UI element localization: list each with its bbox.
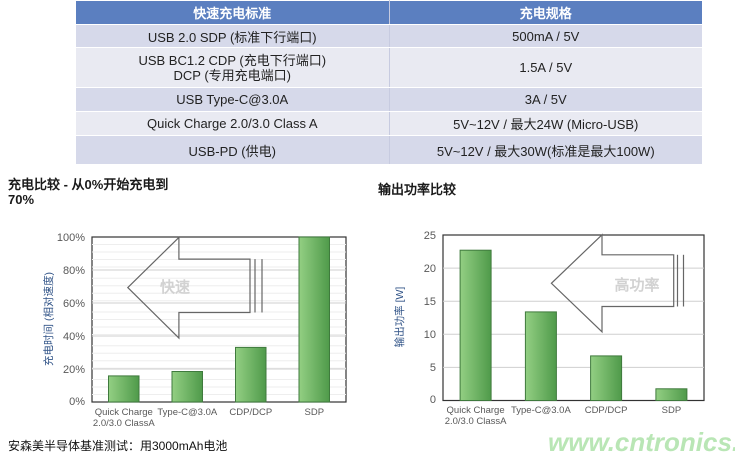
svg-text:Type-C@3.0A: Type-C@3.0A bbox=[511, 405, 571, 416]
svg-text:Quick Charge: Quick Charge bbox=[447, 405, 505, 416]
svg-text:SDP: SDP bbox=[662, 405, 682, 416]
svg-text:高功率: 高功率 bbox=[614, 276, 659, 294]
svg-text:20: 20 bbox=[424, 263, 436, 275]
svg-text:2.0/3.0 ClassA: 2.0/3.0 ClassA bbox=[445, 416, 507, 427]
svg-text:15: 15 bbox=[424, 296, 436, 308]
svg-text:CDP/DCP: CDP/DCP bbox=[585, 405, 628, 416]
svg-text:0: 0 bbox=[430, 394, 436, 406]
svg-text:5: 5 bbox=[430, 362, 436, 374]
svg-text:10: 10 bbox=[424, 329, 436, 341]
svg-text:输出功率 [W]: 输出功率 [W] bbox=[393, 287, 406, 348]
svg-text:25: 25 bbox=[424, 230, 436, 242]
